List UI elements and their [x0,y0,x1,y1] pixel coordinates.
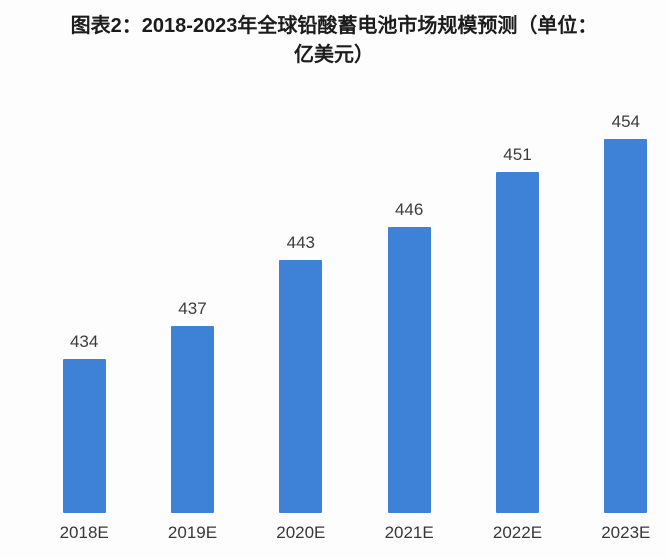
bar-column: 437 2019E [138,298,246,543]
x-axis-label: 2018E [59,523,109,542]
bar [604,139,648,513]
bar-value-label: 443 [286,233,315,252]
x-axis-label: 2020E [276,523,326,542]
bar-column: 454 2023E [572,111,668,543]
bar [170,326,214,513]
bar-chart: 434 2018E 437 2019E 443 2020E 446 2021E 451 2022E… [30,111,668,543]
chart-title: 图表2：2018-2023年全球铅酸蓄电池市场规模预测（单位： 亿美元） [24,12,644,70]
chart-title-line1: 图表2：2018-2023年全球铅酸蓄电池市场规模预测（单位： [70,15,598,37]
bar [495,172,539,513]
x-axis-label: 2022E [492,523,543,542]
bar-value-label: 446 [394,200,424,219]
chart-title-line2: 亿美元） [294,44,374,66]
bar-column: 446 2021E [355,199,463,543]
bar-column: 434 2018E [30,331,138,543]
bar [62,359,106,513]
x-axis-label: 2021E [384,523,434,542]
bar-value-label: 437 [178,299,207,318]
bar-value-label: 454 [611,112,640,131]
bar [387,227,431,513]
bar [279,260,323,513]
x-axis-label: 2019E [167,523,218,542]
bar-column: 443 2020E [247,232,355,543]
x-axis-label: 2023E [601,523,651,542]
bar-value-label: 434 [69,332,99,351]
bar-value-label: 451 [503,145,532,164]
bar-column: 451 2022E [463,144,571,543]
